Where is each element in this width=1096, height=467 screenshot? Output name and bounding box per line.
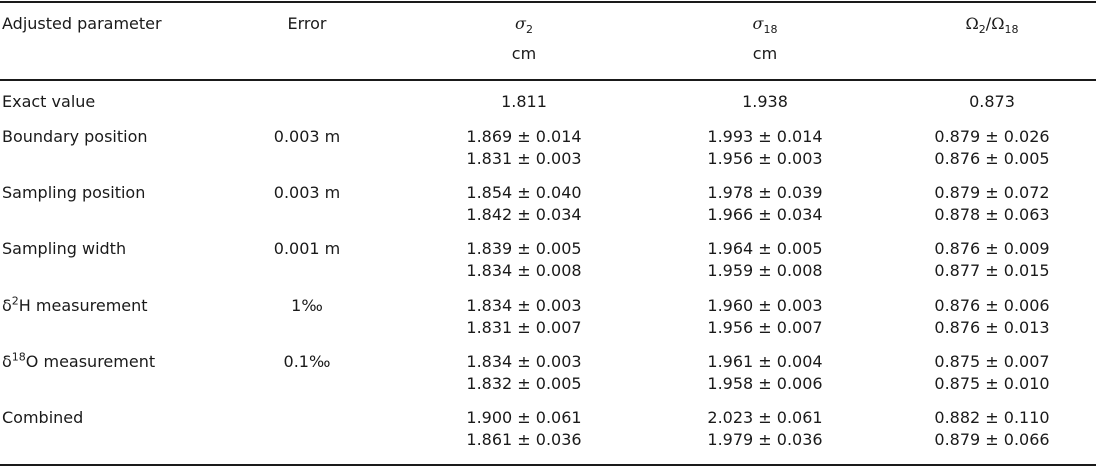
- row-ratio: 0.876 ± 0.006 0.876 ± 0.013: [934, 295, 1049, 339]
- row-label: δ18O measurement: [2, 351, 155, 373]
- value-line: 1.979 ± 0.036: [707, 430, 823, 449]
- exact-sigma2: 1.811: [501, 92, 547, 111]
- value-line: 0.876 ± 0.013: [934, 318, 1050, 337]
- row-sigma18: 1.978 ± 0.039 1.966 ± 0.034: [707, 182, 822, 226]
- value-line: 1.964 ± 0.005: [707, 239, 823, 258]
- value-line: 1.834 ± 0.003: [466, 352, 582, 371]
- omega-symbol: Ω: [991, 14, 1005, 33]
- row-sigma18: 1.960 ± 0.003 1.956 ± 0.007: [707, 295, 822, 339]
- ratio-slash: /: [985, 14, 992, 33]
- row-ratio: 0.879 ± 0.026 0.876 ± 0.005: [934, 126, 1049, 170]
- row-error: 0.003 m: [273, 127, 341, 146]
- isotope-superscript: 18: [11, 350, 26, 364]
- bottom-rule: [0, 464, 1096, 466]
- row-sigma18: 1.961 ± 0.004 1.958 ± 0.006: [707, 351, 822, 395]
- value-line: 1.861 ± 0.036: [466, 430, 582, 449]
- omega2-subscript: 2: [978, 23, 986, 37]
- value-line: 1.854 ± 0.040: [466, 183, 582, 202]
- sigma2-subscript: 2: [525, 23, 533, 37]
- row-sigma18: 1.993 ± 0.014 1.956 ± 0.003: [707, 126, 822, 170]
- row-sigma2: 1.854 ± 0.040 1.842 ± 0.034: [466, 182, 581, 226]
- row-sigma18: 2.023 ± 0.061 1.979 ± 0.036: [707, 407, 822, 451]
- value-line: 1.961 ± 0.004: [707, 352, 823, 371]
- value-line: 1.834 ± 0.008: [466, 261, 582, 280]
- value-line: 0.876 ± 0.006: [934, 296, 1050, 315]
- value-line: 1.956 ± 0.007: [707, 318, 823, 337]
- value-line: 0.879 ± 0.072: [934, 183, 1050, 202]
- omega18-subscript: 18: [1004, 23, 1019, 37]
- row-error: 0.1‰: [283, 352, 331, 371]
- value-line: 1.831 ± 0.007: [466, 318, 582, 337]
- delta-symbol: δ: [2, 352, 12, 371]
- row-label: Sampling width: [2, 239, 127, 258]
- exact-ratio: 0.873: [969, 92, 1015, 111]
- omega-symbol: Ω: [965, 14, 979, 33]
- value-line: 2.023 ± 0.061: [707, 408, 823, 427]
- label-text: H measurement: [18, 296, 148, 315]
- header-sigma2-unit: cm: [511, 44, 537, 63]
- value-line: 0.877 ± 0.015: [934, 261, 1050, 280]
- header-rule: [0, 79, 1096, 81]
- header-sigma2: σ2: [515, 13, 533, 35]
- value-line: 1.842 ± 0.034: [466, 205, 582, 224]
- label-text: O measurement: [25, 352, 156, 371]
- value-line: 1.978 ± 0.039: [707, 183, 823, 202]
- value-line: 0.875 ± 0.007: [934, 352, 1050, 371]
- row-sigma2: 1.900 ± 0.061 1.861 ± 0.036: [466, 407, 581, 451]
- value-line: 1.834 ± 0.003: [466, 296, 582, 315]
- exact-sigma18: 1.938: [742, 92, 788, 111]
- value-line: 1.900 ± 0.061: [466, 408, 582, 427]
- row-ratio: 0.882 ± 0.110 0.879 ± 0.066: [934, 407, 1049, 451]
- value-line: 1.993 ± 0.014: [707, 127, 823, 146]
- row-sigma2: 1.834 ± 0.003 1.832 ± 0.005: [466, 351, 581, 395]
- row-label: δ2H measurement: [2, 295, 148, 317]
- isotope-superscript: 2: [11, 294, 19, 308]
- value-line: 1.839 ± 0.005: [466, 239, 582, 258]
- row-sigma18: 1.964 ± 0.005 1.959 ± 0.008: [707, 238, 822, 282]
- row-label: Boundary position: [2, 127, 148, 146]
- value-line: 1.960 ± 0.003: [707, 296, 823, 315]
- row-error: 0.003 m: [273, 183, 341, 202]
- exact-value-label: Exact value: [2, 92, 96, 111]
- header-sigma18-unit: cm: [752, 44, 778, 63]
- value-line: 1.956 ± 0.003: [707, 149, 823, 168]
- row-error: 0.001 m: [273, 239, 341, 258]
- header-omega-ratio: Ω2/Ω18: [966, 13, 1019, 35]
- row-error: 1‰: [291, 296, 323, 315]
- value-line: 0.879 ± 0.026: [934, 127, 1050, 146]
- value-line: 1.869 ± 0.014: [466, 127, 582, 146]
- value-line: 1.958 ± 0.006: [707, 374, 823, 393]
- delta-symbol: δ: [2, 296, 12, 315]
- value-line: 0.875 ± 0.010: [934, 374, 1050, 393]
- header-adjusted-parameter: Adjusted parameter: [2, 14, 162, 33]
- row-sigma2: 1.869 ± 0.014 1.831 ± 0.003: [466, 126, 581, 170]
- row-sigma2: 1.834 ± 0.003 1.831 ± 0.007: [466, 295, 581, 339]
- row-sigma2: 1.839 ± 0.005 1.834 ± 0.008: [466, 238, 581, 282]
- header-error: Error: [287, 14, 327, 33]
- value-line: 0.882 ± 0.110: [934, 408, 1050, 427]
- row-ratio: 0.875 ± 0.007 0.875 ± 0.010: [934, 351, 1049, 395]
- value-line: 0.876 ± 0.009: [934, 239, 1050, 258]
- sigma18-subscript: 18: [763, 23, 778, 37]
- top-rule: [0, 1, 1096, 3]
- row-ratio: 0.876 ± 0.009 0.877 ± 0.015: [934, 238, 1049, 282]
- value-line: 1.959 ± 0.008: [707, 261, 823, 280]
- value-line: 1.832 ± 0.005: [466, 374, 582, 393]
- row-label: Sampling position: [2, 183, 146, 202]
- header-sigma18: σ18: [753, 13, 778, 35]
- value-line: 0.878 ± 0.063: [934, 205, 1050, 224]
- row-ratio: 0.879 ± 0.072 0.878 ± 0.063: [934, 182, 1049, 226]
- value-line: 1.831 ± 0.003: [466, 149, 582, 168]
- value-line: 0.876 ± 0.005: [934, 149, 1050, 168]
- row-label: Combined: [2, 408, 84, 427]
- value-line: 1.966 ± 0.034: [707, 205, 823, 224]
- sigma-symbol: σ: [752, 14, 764, 33]
- value-line: 0.879 ± 0.066: [934, 430, 1050, 449]
- sigma-symbol: σ: [515, 14, 526, 33]
